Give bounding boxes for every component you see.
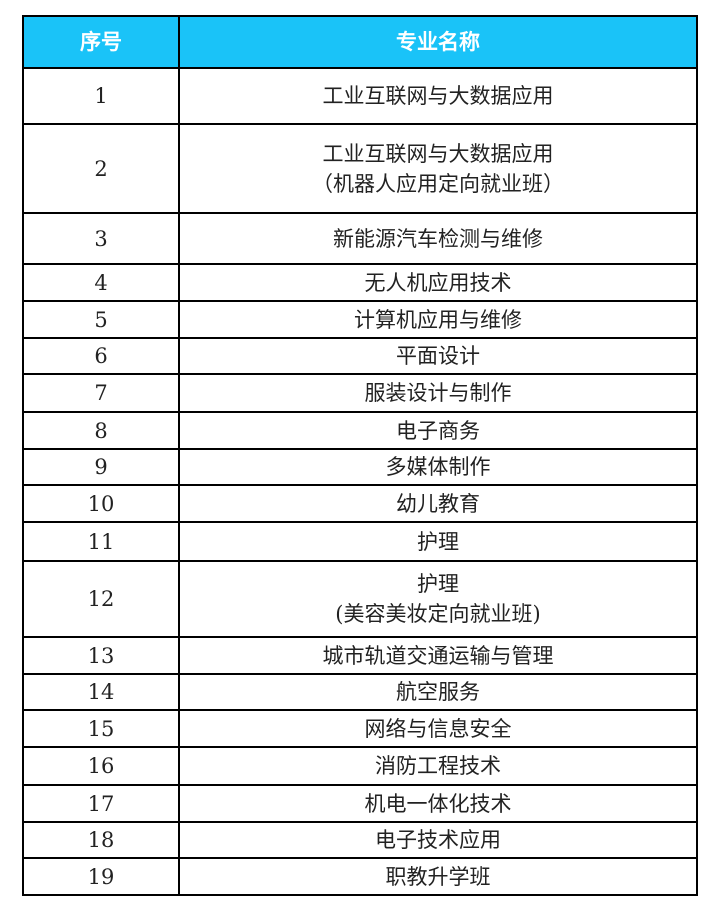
major-name-line: （机器人应用定向就业班） [312, 171, 564, 196]
row-number: 12 [22, 560, 180, 638]
row-number: 18 [22, 821, 180, 859]
table-row: 14 航空服务 [22, 673, 698, 711]
major-name: 电子商务 [178, 411, 698, 450]
row-number: 3 [22, 212, 180, 265]
major-name: 职教升学班 [178, 857, 698, 896]
major-name-line: 服装设计与制作 [364, 381, 512, 405]
major-name: 航空服务 [178, 673, 698, 711]
header-major-name: 专业名称 [178, 15, 698, 69]
table-row: 12 护理 (美容美妆定向就业班) [22, 560, 698, 638]
major-name: 护理 (美容美妆定向就业班) [178, 560, 698, 638]
major-name: 计算机应用与维修 [178, 300, 698, 339]
major-name-line: 机电一体化技术 [364, 791, 512, 816]
row-number: 19 [22, 857, 180, 896]
row-number: 11 [22, 521, 180, 562]
major-name: 消防工程技术 [178, 746, 698, 786]
table-row: 10 幼儿教育 [22, 484, 698, 523]
table-row: 3 新能源汽车检测与维修 [22, 212, 698, 265]
major-name: 幼儿教育 [178, 484, 698, 523]
row-number: 14 [22, 673, 180, 711]
table-row: 11 护理 [22, 521, 698, 562]
major-name: 电子技术应用 [178, 821, 698, 859]
major-name-line: 城市轨道交通运输与管理 [322, 643, 554, 668]
major-name-line: 工业互联网与大数据应用 [322, 141, 554, 166]
major-name: 工业互联网与大数据应用 [178, 67, 698, 125]
row-number: 6 [22, 337, 180, 375]
table-row: 7 服装设计与制作 [22, 373, 698, 413]
row-number: 8 [22, 411, 180, 450]
major-name-line: 护理 [417, 572, 459, 596]
row-number: 15 [22, 709, 180, 748]
table-row: 6 平面设计 [22, 337, 698, 375]
row-number: 16 [22, 746, 180, 786]
major-name-line: 新能源汽车检测与维修 [333, 226, 543, 251]
header-row: 序号 专业名称 [22, 15, 698, 69]
major-name-line: 消防工程技术 [375, 754, 501, 778]
table-row: 2 工业互联网与大数据应用 （机器人应用定向就业班） [22, 123, 698, 214]
table-row: 8 电子商务 [22, 411, 698, 450]
major-name-line: (美容美妆定向就业班) [335, 602, 541, 626]
table-row: 18 电子技术应用 [22, 821, 698, 859]
major-name-line: 网络与信息安全 [364, 716, 512, 741]
table-row: 15 网络与信息安全 [22, 709, 698, 748]
row-number: 2 [22, 123, 180, 214]
table-row: 16 消防工程技术 [22, 746, 698, 786]
table-row: 17 机电一体化技术 [22, 784, 698, 823]
major-name-line: 计算机应用与维修 [354, 307, 522, 332]
major-name: 机电一体化技术 [178, 784, 698, 823]
row-number: 10 [22, 484, 180, 523]
table-row: 13 城市轨道交通运输与管理 [22, 636, 698, 675]
major-name-line: 护理 [417, 529, 459, 554]
major-name-line: 无人机应用技术 [364, 270, 512, 295]
major-name: 无人机应用技术 [178, 263, 698, 302]
row-number: 17 [22, 784, 180, 823]
row-number: 9 [22, 448, 180, 486]
major-name-line: 电子商务 [396, 418, 480, 443]
row-number: 5 [22, 300, 180, 339]
major-name: 工业互联网与大数据应用 （机器人应用定向就业班） [178, 123, 698, 214]
header-number: 序号 [22, 15, 180, 69]
row-number: 1 [22, 67, 180, 125]
table-row: 19 职教升学班 [22, 857, 698, 896]
major-name-line: 平面设计 [396, 344, 480, 368]
table-row: 4 无人机应用技术 [22, 263, 698, 302]
table-row: 5 计算机应用与维修 [22, 300, 698, 339]
major-name: 护理 [178, 521, 698, 562]
major-name-line: 多媒体制作 [385, 455, 491, 479]
major-name: 平面设计 [178, 337, 698, 375]
major-name-line: 电子技术应用 [375, 828, 501, 852]
row-number: 4 [22, 263, 180, 302]
major-name: 多媒体制作 [178, 448, 698, 486]
major-name-line: 幼儿教育 [396, 491, 480, 516]
majors-table: 序号 专业名称 1 工业互联网与大数据应用 2 工业互联网与大数据应用 （机器人应用定向… [22, 15, 698, 896]
row-number: 7 [22, 373, 180, 413]
major-name-line: 航空服务 [396, 680, 480, 704]
major-name: 新能源汽车检测与维修 [178, 212, 698, 265]
table-row: 1 工业互联网与大数据应用 [22, 67, 698, 125]
table-row: 9 多媒体制作 [22, 448, 698, 486]
major-name-line: 职教升学班 [385, 864, 491, 889]
major-name-line: 工业互联网与大数据应用 [322, 84, 554, 108]
major-name: 服装设计与制作 [178, 373, 698, 413]
row-number: 13 [22, 636, 180, 675]
major-name: 城市轨道交通运输与管理 [178, 636, 698, 675]
major-name: 网络与信息安全 [178, 709, 698, 748]
